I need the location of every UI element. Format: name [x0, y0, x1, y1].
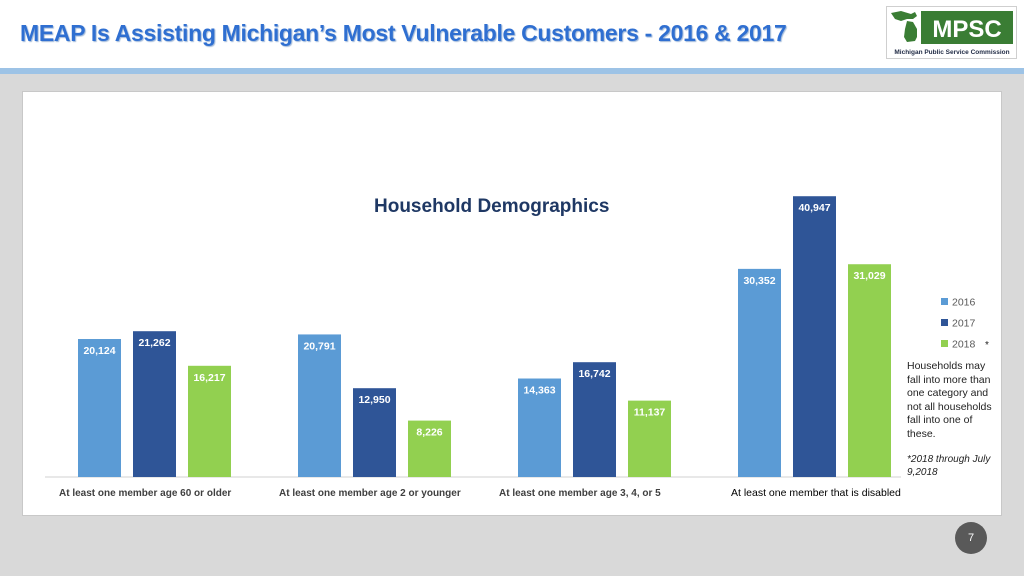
bar-2017-2	[353, 388, 396, 477]
legend-label-2018: 2018	[952, 339, 976, 351]
value-label-2017-2: 12,950	[358, 394, 390, 406]
value-label-2017-1: 21,262	[138, 337, 170, 349]
bar-2016-2	[298, 334, 341, 477]
value-label-2018-1: 16,217	[193, 372, 225, 384]
bar-2018-2	[408, 420, 451, 477]
logo-subtitle: Michigan Public Service Commission	[894, 49, 1009, 56]
value-label-2018-3: 11,137	[634, 407, 666, 419]
bar-2017-4	[793, 196, 836, 477]
value-label-2016-1: 20,124	[83, 345, 115, 357]
header-rule	[0, 68, 1024, 74]
bar-2018-1	[188, 365, 231, 477]
bar-2016-1	[78, 339, 121, 477]
value-label-2018-2: 8,226	[416, 427, 442, 439]
chart-panel: Household Demographics 20,124 21,262 16,21…	[22, 91, 1002, 516]
category-label-1: At least one member age 60 or older	[59, 488, 231, 499]
value-label-2018-4: 31,029	[853, 270, 885, 282]
value-label-2016-4: 30,352	[743, 275, 775, 287]
mpsc-logo: MPSC Michigan Public Service Commission	[886, 6, 1017, 59]
asterisk-note: *	[985, 340, 989, 351]
value-label-2017-4: 40,947	[798, 202, 830, 214]
logo-wordmark: MPSC	[932, 16, 1001, 43]
bar-2017-1	[133, 331, 176, 477]
legend-swatch-2017	[941, 319, 948, 326]
value-label-2016-2: 20,791	[303, 340, 335, 352]
legend-swatch-2018	[941, 340, 948, 347]
footnote-2018: *2018 through July 9,2018	[907, 454, 991, 478]
bar-2016-3	[518, 378, 561, 477]
legend-label-2016: 2016	[952, 297, 976, 309]
category-label-3: At least one member age 3, 4, or 5	[499, 488, 661, 499]
legend-label-2017: 2017	[952, 318, 976, 330]
slide-header: MEAP Is Assisting Michigan’s Most Vulner…	[0, 0, 1024, 68]
value-label-2016-3: 14,363	[523, 385, 555, 397]
household-demographics-chart: Household Demographics 20,124 21,262 16,21…	[45, 196, 976, 499]
chart-title: Household Demographics	[374, 196, 609, 217]
legend-swatch-2016	[941, 298, 948, 305]
bar-2016-4	[738, 268, 781, 477]
bar-2017-3	[573, 362, 616, 477]
bar-2018-3	[628, 400, 671, 477]
michigan-map-icon	[891, 11, 917, 42]
page-number: 7	[955, 522, 987, 554]
households-note: Households may fall into more than one c…	[907, 360, 992, 440]
value-label-2017-3: 16,742	[578, 368, 610, 380]
bar-2018-4	[848, 264, 891, 477]
category-label-2: At least one member age 2 or younger	[279, 488, 461, 499]
slide-title: MEAP Is Assisting Michigan’s Most Vulner…	[20, 20, 787, 46]
category-label-4: At least one member that is disabled	[731, 487, 901, 499]
